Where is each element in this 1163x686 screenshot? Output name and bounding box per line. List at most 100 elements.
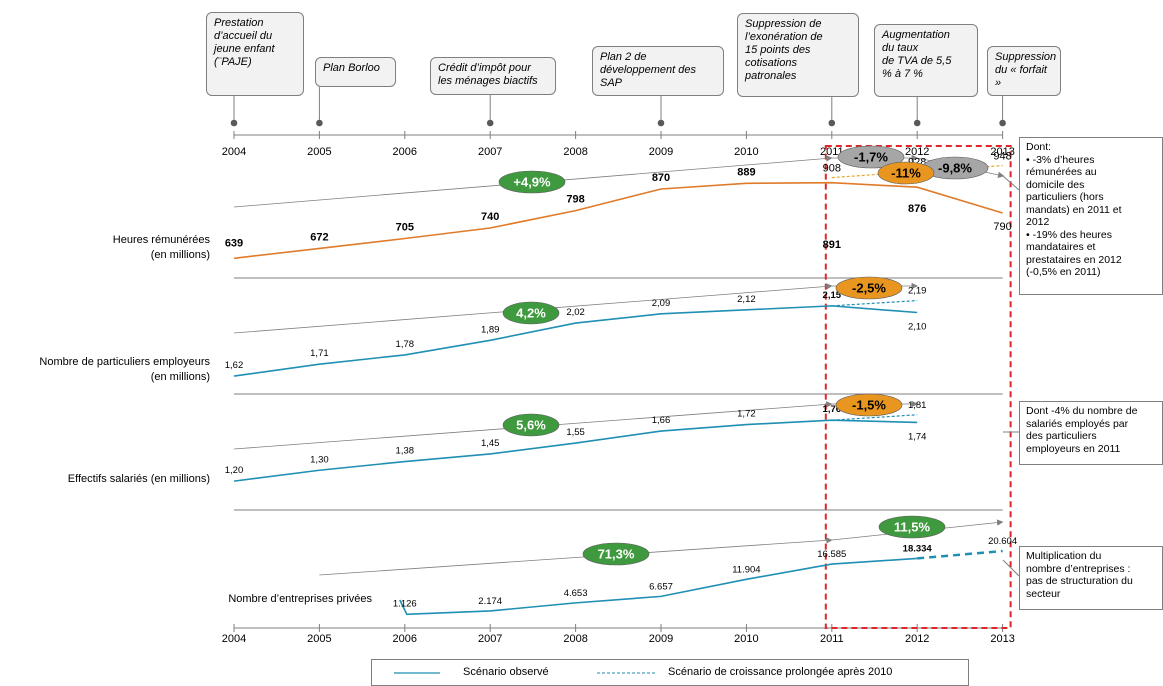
employees-value-label: 1,72 — [737, 409, 756, 420]
companies-value-label: 2.174 — [478, 596, 502, 607]
bottom-year-label: 2011 — [820, 633, 844, 645]
event-callout: Augmentation du taux de TVA de 5,5 % à 7… — [874, 24, 978, 97]
hours-value-label: 672 — [310, 231, 328, 243]
employers-growth-badge — [502, 301, 560, 325]
companies-growth-badge-label: 71,3% — [598, 547, 635, 562]
top-year-label: 2012 — [905, 146, 929, 158]
employees-value-label: 1,38 — [396, 446, 415, 457]
employees-value-label: 1,74 — [908, 431, 927, 442]
legend-observed-label: Scénario observé — [463, 666, 549, 678]
bottom-year-label: 2005 — [307, 633, 331, 645]
hours-value-label: 889 — [737, 166, 755, 178]
event-pin-dot — [913, 119, 921, 127]
event-pin-dot — [486, 119, 494, 127]
employers-value-label: 2,15 — [823, 290, 842, 301]
event-pin-dot — [828, 119, 836, 127]
companies-value-label: 4.653 — [564, 588, 588, 599]
employees-panel-label: Effectifs salariés (en millions) — [68, 473, 210, 485]
event-callout: Plan Borloo — [315, 57, 396, 87]
hours-value-label: 705 — [396, 222, 414, 234]
companies-projected-line — [917, 549, 1003, 560]
employees-value-label: 1,45 — [481, 438, 500, 449]
hours-value-label: 798 — [566, 194, 584, 206]
hours-growth-badge-label: -1,7% — [854, 150, 888, 165]
top-year-label: 2013 — [990, 146, 1014, 158]
companies-growth-arrow — [319, 537, 833, 576]
employees-growth-badge — [502, 413, 560, 437]
employers-value-label: 2,09 — [652, 298, 671, 309]
top-year-label: 2009 — [649, 146, 673, 158]
companies-value-label: 16.585 — [817, 549, 846, 560]
hours-growth-badge — [877, 161, 935, 185]
event-callout: Suppression de l’exonération de 15 point… — [737, 13, 859, 97]
hours-value-label: 639 — [225, 237, 243, 249]
hours-value-label: 870 — [652, 172, 670, 184]
focus-box-2011-2013 — [824, 145, 1012, 629]
bottom-year-label: 2007 — [478, 633, 502, 645]
employees-value-label: 1,30 — [310, 454, 329, 465]
companies-value-label: 1.126 — [393, 598, 417, 609]
employers-value-label: 1,89 — [481, 324, 500, 335]
top-year-label: 2006 — [393, 146, 417, 158]
employers-growth-badge-label: 4,2% — [516, 306, 546, 321]
top-year-label: 2005 — [307, 146, 331, 158]
hours-growth-badge — [498, 170, 566, 194]
hours-value-label: 876 — [908, 203, 926, 215]
employees-growth-badge-label: 5,6% — [516, 418, 546, 433]
hours-growth-badge-label: -9,8% — [938, 161, 972, 176]
hours-panel-label: Heures rémunérées — [113, 234, 211, 246]
employers-growth-badge-label: -2,5% — [852, 281, 886, 296]
hours-panel-label: (en millions) — [151, 249, 210, 261]
hours-growth-badge-label: -11% — [891, 166, 921, 181]
employees-observed-line — [233, 419, 918, 482]
hours-growth-badge — [837, 145, 905, 169]
companies-growth-badge — [878, 515, 946, 539]
employers-panel-label: (en millions) — [151, 371, 210, 383]
companies-growth-badge — [582, 542, 650, 566]
hours-projected-label: 908 — [823, 163, 841, 175]
employers-observed-line — [233, 305, 918, 377]
employers-value-label: 1,71 — [310, 348, 329, 359]
event-pin-dot — [999, 119, 1006, 127]
top-year-label: 2010 — [734, 146, 758, 158]
side-note: Dont: • -3% d’heures rémunérées au domic… — [1019, 137, 1163, 295]
legend: Scénario observé Scénario de croissance … — [371, 659, 969, 686]
side-note: Dont -4% du nombre de salariés employés … — [1019, 401, 1163, 465]
event-callout: Suppression du « forfait » — [987, 46, 1061, 96]
companies-value-label: 18.334 — [903, 543, 933, 554]
hours-growth-badge-label: +4,9% — [513, 175, 551, 190]
employees-growth-badge — [835, 393, 903, 417]
event-callout: Crédit d’impôt pour les ménages biactifs — [430, 57, 556, 95]
top-year-label: 2008 — [563, 146, 587, 158]
employers-value-label: 1,62 — [225, 360, 244, 371]
employees-projected-label: 1,81 — [908, 400, 927, 411]
bottom-year-label: 2008 — [563, 633, 587, 645]
companies-panel-label: Nombre d’entreprises privées — [228, 593, 372, 605]
note-connector — [1002, 559, 1020, 577]
employees-projected-line — [831, 414, 918, 421]
companies-projected-label: 20.604 — [988, 536, 1017, 547]
employees-growth-badge-label: -1,5% — [852, 398, 886, 413]
hours-value-label: 790 — [993, 221, 1011, 233]
employers-projected-label: 2,19 — [908, 286, 927, 297]
companies-value-label: 11.904 — [732, 564, 760, 575]
hours-projected-label: 948 — [993, 151, 1011, 163]
employees-value-label: 1,20 — [225, 465, 244, 476]
companies-growth-badge-label: 11,5% — [894, 520, 931, 535]
employers-value-label: 2,10 — [908, 322, 927, 333]
legend-swatches — [394, 672, 657, 674]
employees-value-label: 1,66 — [652, 415, 671, 426]
bottom-year-label: 2006 — [393, 633, 417, 645]
employers-value-label: 2,02 — [566, 307, 585, 318]
bottom-year-label: 2012 — [905, 633, 929, 645]
hours-value-label: 891 — [823, 239, 841, 251]
companies-value-label: 6.657 — [649, 581, 673, 592]
bottom-year-label: 2010 — [734, 633, 758, 645]
bottom-year-label: 2013 — [990, 633, 1014, 645]
employers-value-label: 2,12 — [737, 294, 756, 305]
top-year-label: 2004 — [222, 146, 246, 158]
note-connector — [1002, 175, 1020, 191]
side-note: Multiplication du nombre d’entreprises :… — [1019, 546, 1163, 610]
event-pin-dot — [230, 119, 238, 127]
event-callout: Plan 2 de développement des SAP — [592, 46, 724, 96]
